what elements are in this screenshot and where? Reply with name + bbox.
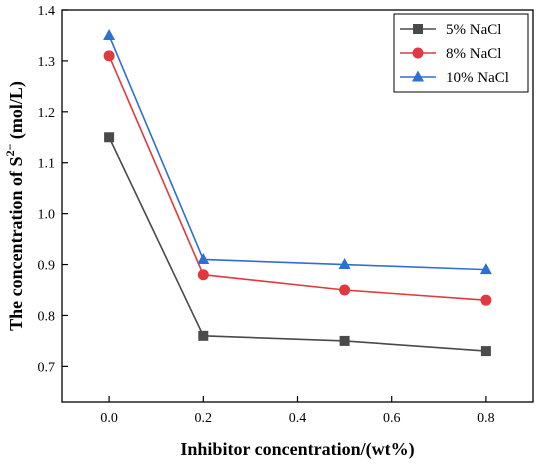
legend-label: 8% NaCl (446, 46, 501, 62)
series-line (108, 136, 486, 352)
x-tick-label: 0.2 (195, 411, 213, 426)
y-tick-label: 0.9 (38, 259, 56, 274)
data-point-square (104, 132, 115, 143)
axes: 0.0 0.2 0.4 0.6 0.8 0.7 0.8 0.9 1.0 1.1 1.2 1.3 1.4 (38, 4, 534, 426)
data-point-square (480, 346, 491, 357)
y-axis-title-suffix: (mol/L) (6, 81, 27, 144)
x-tick-label: 0.4 (289, 411, 307, 426)
data-point-square (413, 24, 423, 34)
data-point-square (198, 330, 209, 341)
data-point-square (339, 335, 350, 346)
series-line (108, 55, 486, 301)
data-point-triangle (103, 28, 116, 40)
data-point-circle (103, 50, 115, 62)
legend-label: 5% NaCl (446, 22, 501, 38)
y-tick-label: 1.1 (38, 157, 56, 172)
series-layer (103, 28, 492, 357)
data-point-triangle (412, 70, 424, 82)
x-tick-label: 0.0 (100, 411, 118, 426)
data-point-circle (197, 269, 209, 281)
data-point-circle (339, 284, 351, 296)
y-axis-title-superscript: 2− (3, 143, 17, 156)
y-tick-label: 1.4 (38, 4, 56, 19)
series-line (108, 35, 486, 271)
x-tick-label: 0.8 (477, 411, 495, 426)
data-point-circle (412, 47, 424, 59)
series-5-nacl (104, 132, 491, 357)
y-tick-label: 0.7 (38, 360, 56, 375)
y-tick-label: 1.2 (38, 106, 56, 121)
y-tick-label: 1.3 (38, 55, 56, 70)
legend: 5% NaCl 8% NaCl 10% NaCl (393, 13, 529, 93)
y-axis-title: The concentration of S2− (mol/L) (3, 81, 27, 331)
data-point-triangle (338, 258, 351, 270)
y-tick-label: 1.0 (38, 208, 56, 223)
data-point-triangle (197, 252, 210, 264)
series-10-nacl (103, 28, 492, 275)
series-8-nacl (103, 50, 492, 306)
x-axis-title: Inhibitor concentration/(wt%) (180, 439, 414, 460)
legend-label: 10% NaCl (446, 70, 509, 86)
x-tick-label: 0.6 (383, 411, 401, 426)
data-point-triangle (479, 263, 492, 275)
y-tick-label: 0.8 (38, 309, 56, 324)
data-point-circle (480, 294, 492, 306)
y-axis-title-prefix: The concentration of S (6, 156, 26, 331)
